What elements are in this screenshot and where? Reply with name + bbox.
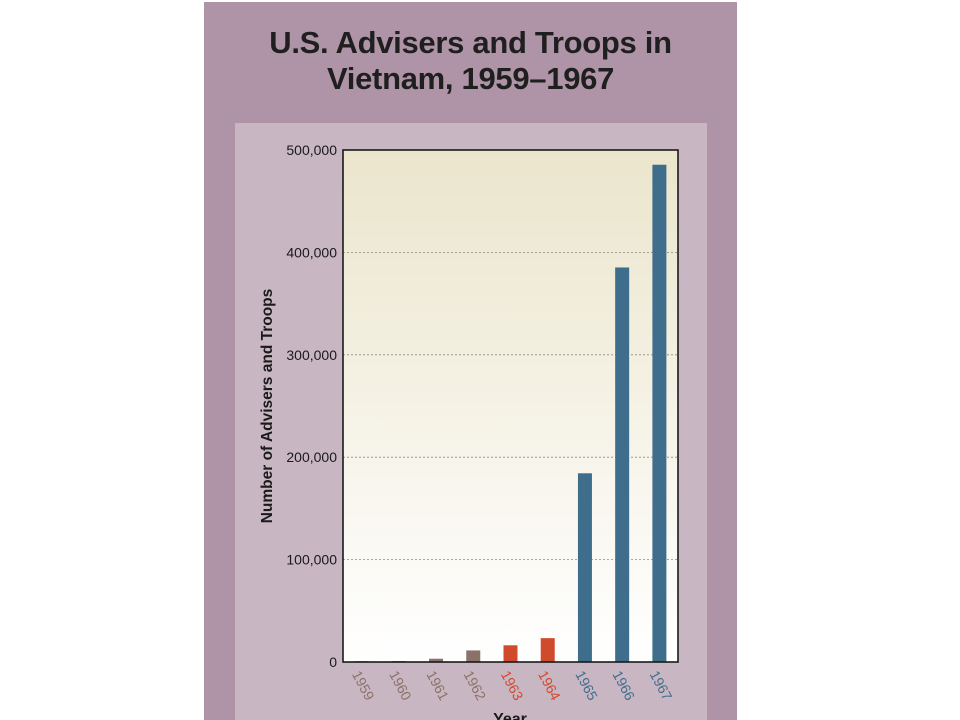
y-tick-labels: 0 100,000 200,000 300,000 400,000 500,000 <box>286 142 337 670</box>
y-tick-label: 400,000 <box>286 244 337 260</box>
chart-title-line-1: U.S. Advisers and Troops in <box>269 25 672 60</box>
bar-1961 <box>429 658 444 662</box>
bar-1966 <box>615 267 630 662</box>
bar-1963 <box>503 645 518 662</box>
x-tick-label-1965: 1965 <box>572 668 601 703</box>
bar-1967 <box>652 164 667 662</box>
bar-1962 <box>466 650 481 662</box>
bars <box>354 164 667 662</box>
y-tick-label: 300,000 <box>286 347 337 363</box>
x-tick-label-1963: 1963 <box>498 668 527 703</box>
plot-border <box>342 149 679 663</box>
x-tick-label-1961: 1961 <box>423 668 452 703</box>
chart-title-line-2: Vietnam, 1959–1967 <box>326 61 615 96</box>
bar-1965 <box>577 473 592 662</box>
x-axis-label: Year <box>493 711 527 720</box>
y-tick-label: 500,000 <box>286 142 337 158</box>
x-tick-label-1964: 1964 <box>535 668 564 703</box>
x-tick-label-1967: 1967 <box>647 668 676 703</box>
x-tick-labels: 1959 1960 1961 1962 1963 1964 1965 1966 1967 <box>349 668 676 703</box>
x-tick-label-1962: 1962 <box>461 668 490 703</box>
x-tick-label-1960: 1960 <box>386 668 415 703</box>
y-tick-label: 100,000 <box>286 552 337 568</box>
x-tick-label-1966: 1966 <box>610 668 639 703</box>
y-tick-label: 0 <box>329 654 337 670</box>
x-tick-label-1959: 1959 <box>349 668 378 703</box>
y-tick-label: 200,000 <box>286 449 337 465</box>
bar-1964 <box>540 638 555 662</box>
y-axis-label: Number of Advisers and Troops <box>259 289 276 524</box>
